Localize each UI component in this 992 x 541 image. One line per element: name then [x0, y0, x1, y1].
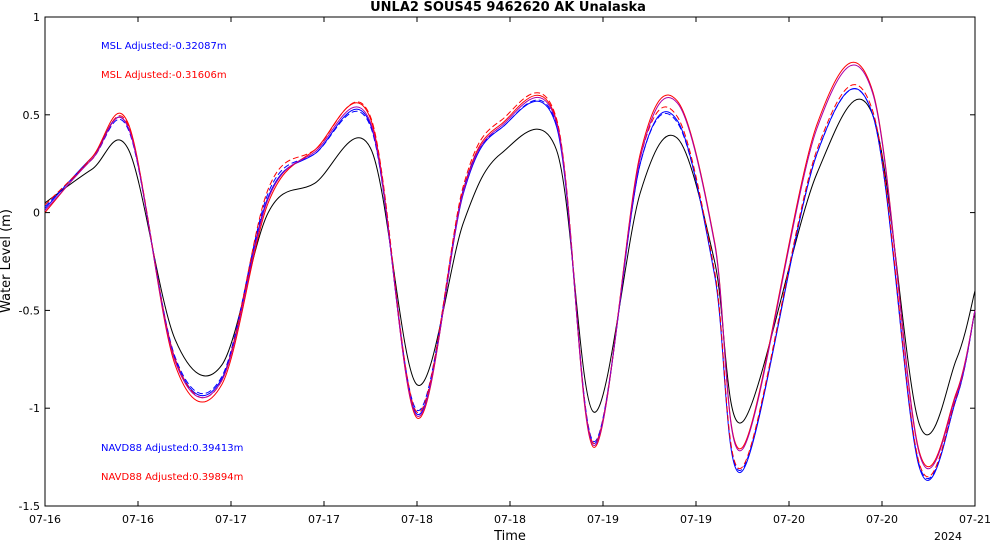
- x-axis-year: 2024: [934, 530, 962, 541]
- x-axis: 07-16 07-16 07-17 07-17 07-18 07-18 07-19 07-19…: [29, 17, 991, 526]
- x-tick-label: 07-16: [122, 513, 154, 526]
- annotation-navd88-red: NAVD88 Adjusted:0.39894m: [101, 472, 243, 483]
- annotation-navd88-blue: NAVD88 Adjusted:0.39413m: [101, 443, 243, 454]
- annotation-msl-blue: MSL Adjusted:-0.32087m: [101, 41, 227, 52]
- x-axis-label: Time: [493, 529, 526, 541]
- y-tick-label: 0: [33, 207, 40, 220]
- chart-title: UNLA2 SOUS45 9462620 AK Unalaska: [370, 0, 646, 15]
- y-tick-label: -1.5: [19, 500, 40, 513]
- plot-area: [44, 16, 976, 507]
- y-axis: 1 0.5 0 -0.5 -1 -1.5: [19, 11, 975, 513]
- x-tick-label: 07-19: [680, 513, 712, 526]
- y-tick-label: 0.5: [23, 109, 41, 122]
- series-line-1: [44, 98, 976, 436]
- x-tick-label: 07-20: [773, 513, 805, 526]
- x-tick-label: 07-17: [215, 513, 247, 526]
- series-layer: [44, 61, 976, 481]
- x-tick-label: 07-18: [494, 513, 526, 526]
- y-tick-label: 1: [33, 11, 40, 24]
- x-tick-label: 07-20: [866, 513, 898, 526]
- x-tick-label: 07-19: [587, 513, 619, 526]
- annotation-msl-red: MSL Adjusted:-0.31606m: [101, 70, 227, 81]
- y-axis-label: Water Level (m): [0, 209, 14, 313]
- x-tick-label: 07-18: [401, 513, 433, 526]
- y-tick-label: -0.5: [19, 304, 40, 317]
- x-tick-label: 07-21: [959, 513, 991, 526]
- x-tick-label: 07-17: [308, 513, 340, 526]
- x-tick-label: 07-16: [29, 513, 61, 526]
- series-line-6: [44, 64, 976, 470]
- y-tick-label: -1: [29, 402, 40, 415]
